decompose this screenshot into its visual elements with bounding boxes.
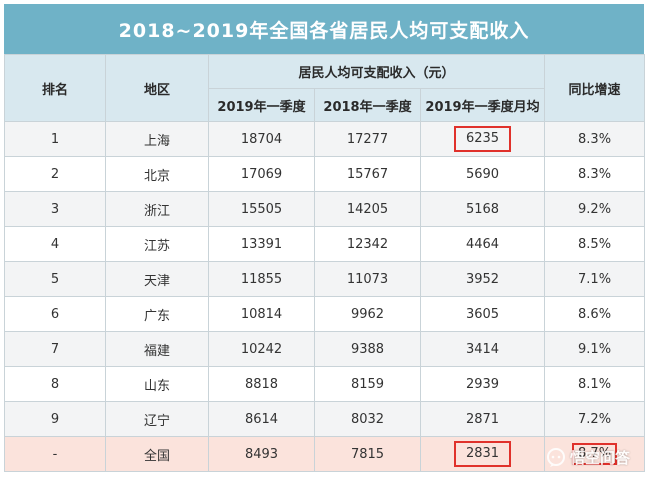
income-table-figure: 2018~2019年全国各省居民人均可支配收入 排名 地区 居民人均可支配收入（…	[4, 4, 646, 476]
cell-yoy: 8.3%	[544, 121, 646, 157]
cell-q1-2018: 9388	[314, 331, 421, 367]
cell-yoy: 8.3%	[544, 156, 646, 192]
cell-region: 山东	[105, 366, 209, 402]
cell-monthly: 2831	[419, 436, 546, 472]
cell-q1-2019: 8818	[208, 366, 315, 402]
cell-region: 辽宁	[105, 401, 209, 437]
header-rank: 排名	[4, 54, 106, 122]
cell-q1-2019: 10242	[208, 331, 315, 367]
table-title: 2018~2019年全国各省居民人均可支配收入	[4, 4, 644, 54]
cell-q1-2018: 9962	[314, 296, 421, 332]
cell-rank: 8	[4, 366, 106, 402]
table-row: 4 江苏 13391 12342 4464 8.5%	[4, 226, 646, 262]
cell-q1-2019: 8493	[208, 436, 315, 472]
cell-q1-2019: 10814	[208, 296, 315, 332]
cell-region: 广东	[105, 296, 209, 332]
header-region: 地区	[105, 54, 209, 122]
cell-yoy: 7.2%	[544, 401, 646, 437]
cell-monthly: 3414	[419, 331, 546, 367]
cell-q1-2019: 18704	[208, 121, 315, 157]
cell-rank: 6	[4, 296, 106, 332]
table-row: 6 广东 10814 9962 3605 8.6%	[4, 296, 646, 332]
cell-region: 上海	[105, 121, 209, 157]
cell-q1-2018: 12342	[314, 226, 421, 262]
table-body: 1 上海 18704 17277 6235 8.3% 2 北京 17069 15767 5690 8.…	[4, 121, 646, 472]
income-table: 排名 地区 居民人均可支配收入（元） 同比增速 2019年一季度 2018年一季…	[4, 54, 646, 472]
header-yoy: 同比增速	[544, 54, 646, 122]
cell-region: 北京	[105, 156, 209, 192]
cell-rank: 2	[4, 156, 106, 192]
chat-bubble-icon	[546, 447, 565, 467]
cell-q1-2018: 8032	[314, 401, 421, 437]
cell-monthly: 5168	[419, 191, 546, 227]
cell-rank: 9	[4, 401, 106, 437]
cell-yoy: 8.6%	[544, 296, 646, 332]
cell-rank: 1	[4, 121, 106, 157]
cell-q1-2019: 11855	[208, 261, 315, 297]
cell-q1-2018: 15767	[314, 156, 421, 192]
cell-q1-2018: 17277	[314, 121, 421, 157]
cell-yoy: 8.5%	[544, 226, 646, 262]
table-row: - 全国 8493 7815 2831 8.7%	[4, 436, 646, 472]
table-row: 9 辽宁 8614 8032 2871 7.2%	[4, 401, 646, 437]
header-income-group: 居民人均可支配收入（元）	[207, 54, 546, 89]
cell-region: 江苏	[105, 226, 209, 262]
cell-q1-2019: 13391	[208, 226, 315, 262]
cell-q1-2019: 15505	[208, 191, 315, 227]
cell-monthly: 2871	[419, 401, 546, 437]
table-row: 1 上海 18704 17277 6235 8.3%	[4, 121, 646, 157]
cell-q1-2018: 8159	[314, 366, 421, 402]
watermark-text: 悟空问答	[569, 449, 630, 467]
header-q1-2018: 2018年一季度	[314, 88, 421, 122]
table-row: 7 福建 10242 9388 3414 9.1%	[4, 331, 646, 367]
table-row: 5 天津 11855 11073 3952 7.1%	[4, 261, 646, 297]
cell-q1-2019: 8614	[208, 401, 315, 437]
cell-yoy: 8.1%	[544, 366, 646, 402]
cell-region: 天津	[105, 261, 209, 297]
cell-monthly: 4464	[419, 226, 546, 262]
table-row: 3 浙江 15505 14205 5168 9.2%	[4, 191, 646, 227]
cell-yoy: 9.2%	[544, 191, 646, 227]
cell-monthly: 3605	[419, 296, 546, 332]
cell-rank: 4	[4, 226, 106, 262]
cell-monthly: 5690	[419, 156, 546, 192]
cell-rank: -	[4, 436, 106, 472]
header-q1-2019: 2019年一季度	[208, 88, 315, 122]
cell-yoy: 8.7%	[544, 436, 646, 472]
cell-region: 福建	[105, 331, 209, 367]
cell-rank: 5	[4, 261, 106, 297]
cell-region: 浙江	[105, 191, 209, 227]
cell-monthly: 2939	[419, 366, 546, 402]
watermark: 悟空问答	[546, 447, 630, 468]
cell-monthly: 6235	[419, 121, 546, 157]
cell-yoy: 7.1%	[544, 261, 646, 297]
cell-rank: 7	[4, 331, 106, 367]
table-row: 2 北京 17069 15767 5690 8.3%	[4, 156, 646, 192]
cell-q1-2019: 17069	[208, 156, 315, 192]
table-row: 8 山东 8818 8159 2939 8.1%	[4, 366, 646, 402]
cell-q1-2018: 14205	[314, 191, 421, 227]
highlighted-value: 8.7%	[572, 443, 618, 465]
cell-monthly: 3952	[419, 261, 546, 297]
cell-rank: 3	[4, 191, 106, 227]
highlighted-value: 2831	[453, 441, 512, 467]
cell-q1-2018: 7815	[314, 436, 421, 472]
cell-q1-2018: 11073	[314, 261, 421, 297]
cell-region: 全国	[105, 436, 209, 472]
header-q1-2019-monthly: 2019年一季度月均	[419, 88, 546, 122]
highlighted-value: 6235	[453, 126, 512, 152]
cell-yoy: 9.1%	[544, 331, 646, 367]
